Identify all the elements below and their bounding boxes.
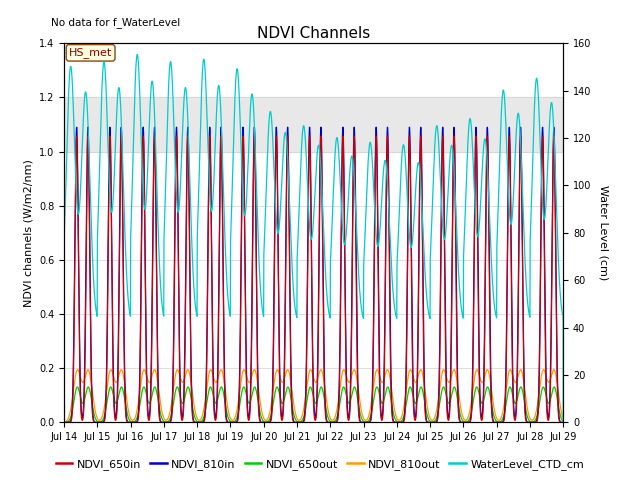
Legend: NDVI_650in, NDVI_810in, NDVI_650out, NDVI_810out, WaterLevel_CTD_cm: NDVI_650in, NDVI_810in, NDVI_650out, NDV… [51, 455, 589, 474]
Y-axis label: Water Level (cm): Water Level (cm) [598, 185, 608, 280]
Text: HS_met: HS_met [69, 48, 112, 58]
Text: No data for f_WaterLevel: No data for f_WaterLevel [51, 17, 180, 28]
Y-axis label: NDVI channels (W/m2/nm): NDVI channels (W/m2/nm) [23, 159, 33, 307]
Title: NDVI Channels: NDVI Channels [257, 25, 370, 41]
Bar [64, 97, 563, 152]
